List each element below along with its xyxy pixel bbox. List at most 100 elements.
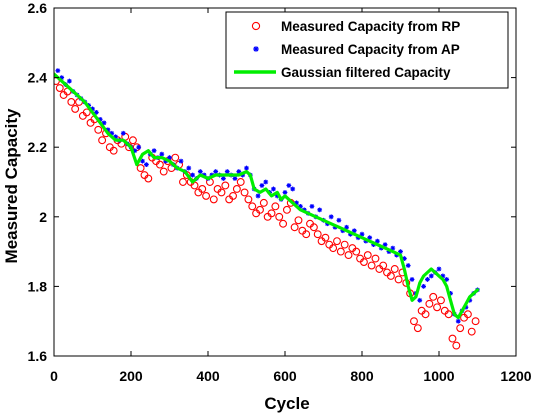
rp-point	[179, 178, 187, 186]
rp-point	[98, 136, 107, 145]
ap-point	[390, 245, 396, 251]
rp-point	[256, 205, 264, 214]
ap-point	[425, 277, 430, 282]
ap-point	[340, 228, 346, 234]
rp-point	[471, 317, 480, 326]
rp-point	[456, 324, 465, 333]
rp-point	[421, 310, 430, 319]
x-tick-label: 600	[273, 368, 297, 384]
ap-point	[132, 148, 138, 154]
ap-point	[401, 256, 407, 261]
ap-point	[190, 172, 195, 178]
rp-point	[144, 174, 153, 183]
x-tick-label: 800	[350, 368, 374, 384]
ap-point	[140, 158, 145, 164]
ap-point	[398, 249, 403, 254]
ap-point	[294, 200, 299, 206]
ap-point	[232, 176, 238, 181]
rp-point	[71, 104, 80, 113]
ap-point	[405, 263, 411, 268]
ap-point	[351, 228, 357, 234]
ap-point	[382, 242, 388, 248]
legend-label: Measured Capacity from AP	[281, 42, 460, 57]
rp-point	[221, 181, 230, 190]
x-tick-label: 200	[119, 368, 143, 384]
rp-point	[236, 178, 245, 186]
ap-point	[328, 214, 334, 220]
ap-point	[109, 130, 115, 136]
y-tick-label: 1.8	[28, 278, 48, 294]
series-2	[55, 68, 480, 324]
rp-point	[232, 185, 241, 193]
ap-point	[90, 106, 95, 112]
rp-point	[94, 125, 103, 134]
ap-point	[436, 266, 442, 272]
rp-point	[248, 202, 257, 211]
plot-area	[54, 68, 480, 350]
rp-point	[410, 317, 418, 326]
rp-point	[159, 167, 168, 176]
ap-point	[224, 169, 230, 174]
legend: Measured Capacity from RP Measured Capaci…	[225, 11, 509, 89]
y-tick-label: 2.6	[28, 0, 48, 16]
rp-point	[244, 195, 253, 204]
ap-point	[186, 165, 192, 171]
rp-point	[267, 209, 276, 218]
ap-point	[144, 162, 149, 167]
filtered-capacity-line	[54, 72, 480, 320]
ap-point	[167, 155, 172, 161]
rp-point	[259, 198, 268, 207]
y-tick-label: 2.2	[28, 139, 48, 155]
ap-point	[271, 186, 276, 192]
rp-point	[352, 247, 361, 256]
y-tick-label: 2.4	[28, 70, 48, 86]
rp-point	[109, 146, 118, 155]
rp-point	[275, 212, 284, 221]
rp-point	[55, 84, 64, 92]
ap-point	[55, 68, 61, 74]
rp-point	[413, 324, 422, 333]
rp-point	[294, 216, 303, 225]
ap-point	[120, 130, 126, 136]
legend-box	[225, 11, 509, 89]
ap-point	[282, 190, 288, 195]
axes: 0 200 400 600 800 1000 1200 1.6 1.8 2 2.2 2.4 2.6	[28, 0, 532, 384]
x-tick-label: 1000	[423, 368, 454, 384]
ap-point	[113, 134, 118, 140]
rp-point	[321, 233, 330, 242]
series-3	[54, 72, 480, 320]
ap-point	[378, 245, 384, 251]
rp-point	[386, 272, 395, 280]
x-axis-title: Cycle	[264, 394, 309, 413]
rp-point	[198, 185, 207, 193]
ap-point	[290, 186, 296, 192]
rp-point	[309, 223, 318, 232]
ap-point	[467, 297, 473, 303]
ap-point	[274, 193, 280, 199]
rp-point	[202, 191, 211, 200]
ap-point	[344, 224, 349, 230]
ap-point	[197, 169, 203, 174]
y-tick-label: 1.6	[28, 348, 48, 364]
rp-point	[344, 251, 353, 260]
ap-point	[298, 203, 303, 209]
rp-point	[217, 188, 226, 197]
ap-point	[236, 169, 242, 174]
rp-point	[390, 265, 399, 273]
rp-point	[240, 188, 249, 197]
rp-point	[436, 296, 445, 305]
rp-point	[452, 341, 461, 350]
ap-point	[255, 193, 261, 199]
ap-point	[448, 290, 453, 296]
rp-point	[336, 247, 345, 256]
rp-point	[340, 240, 349, 249]
rp-point	[171, 153, 180, 162]
rp-point	[371, 254, 380, 263]
legend-label: Measured Capacity from RP	[281, 19, 460, 34]
ap-point	[221, 176, 226, 181]
rp-point	[363, 251, 372, 260]
y-axis-title: Measured Capacity	[2, 108, 21, 263]
rp-point	[359, 258, 368, 266]
